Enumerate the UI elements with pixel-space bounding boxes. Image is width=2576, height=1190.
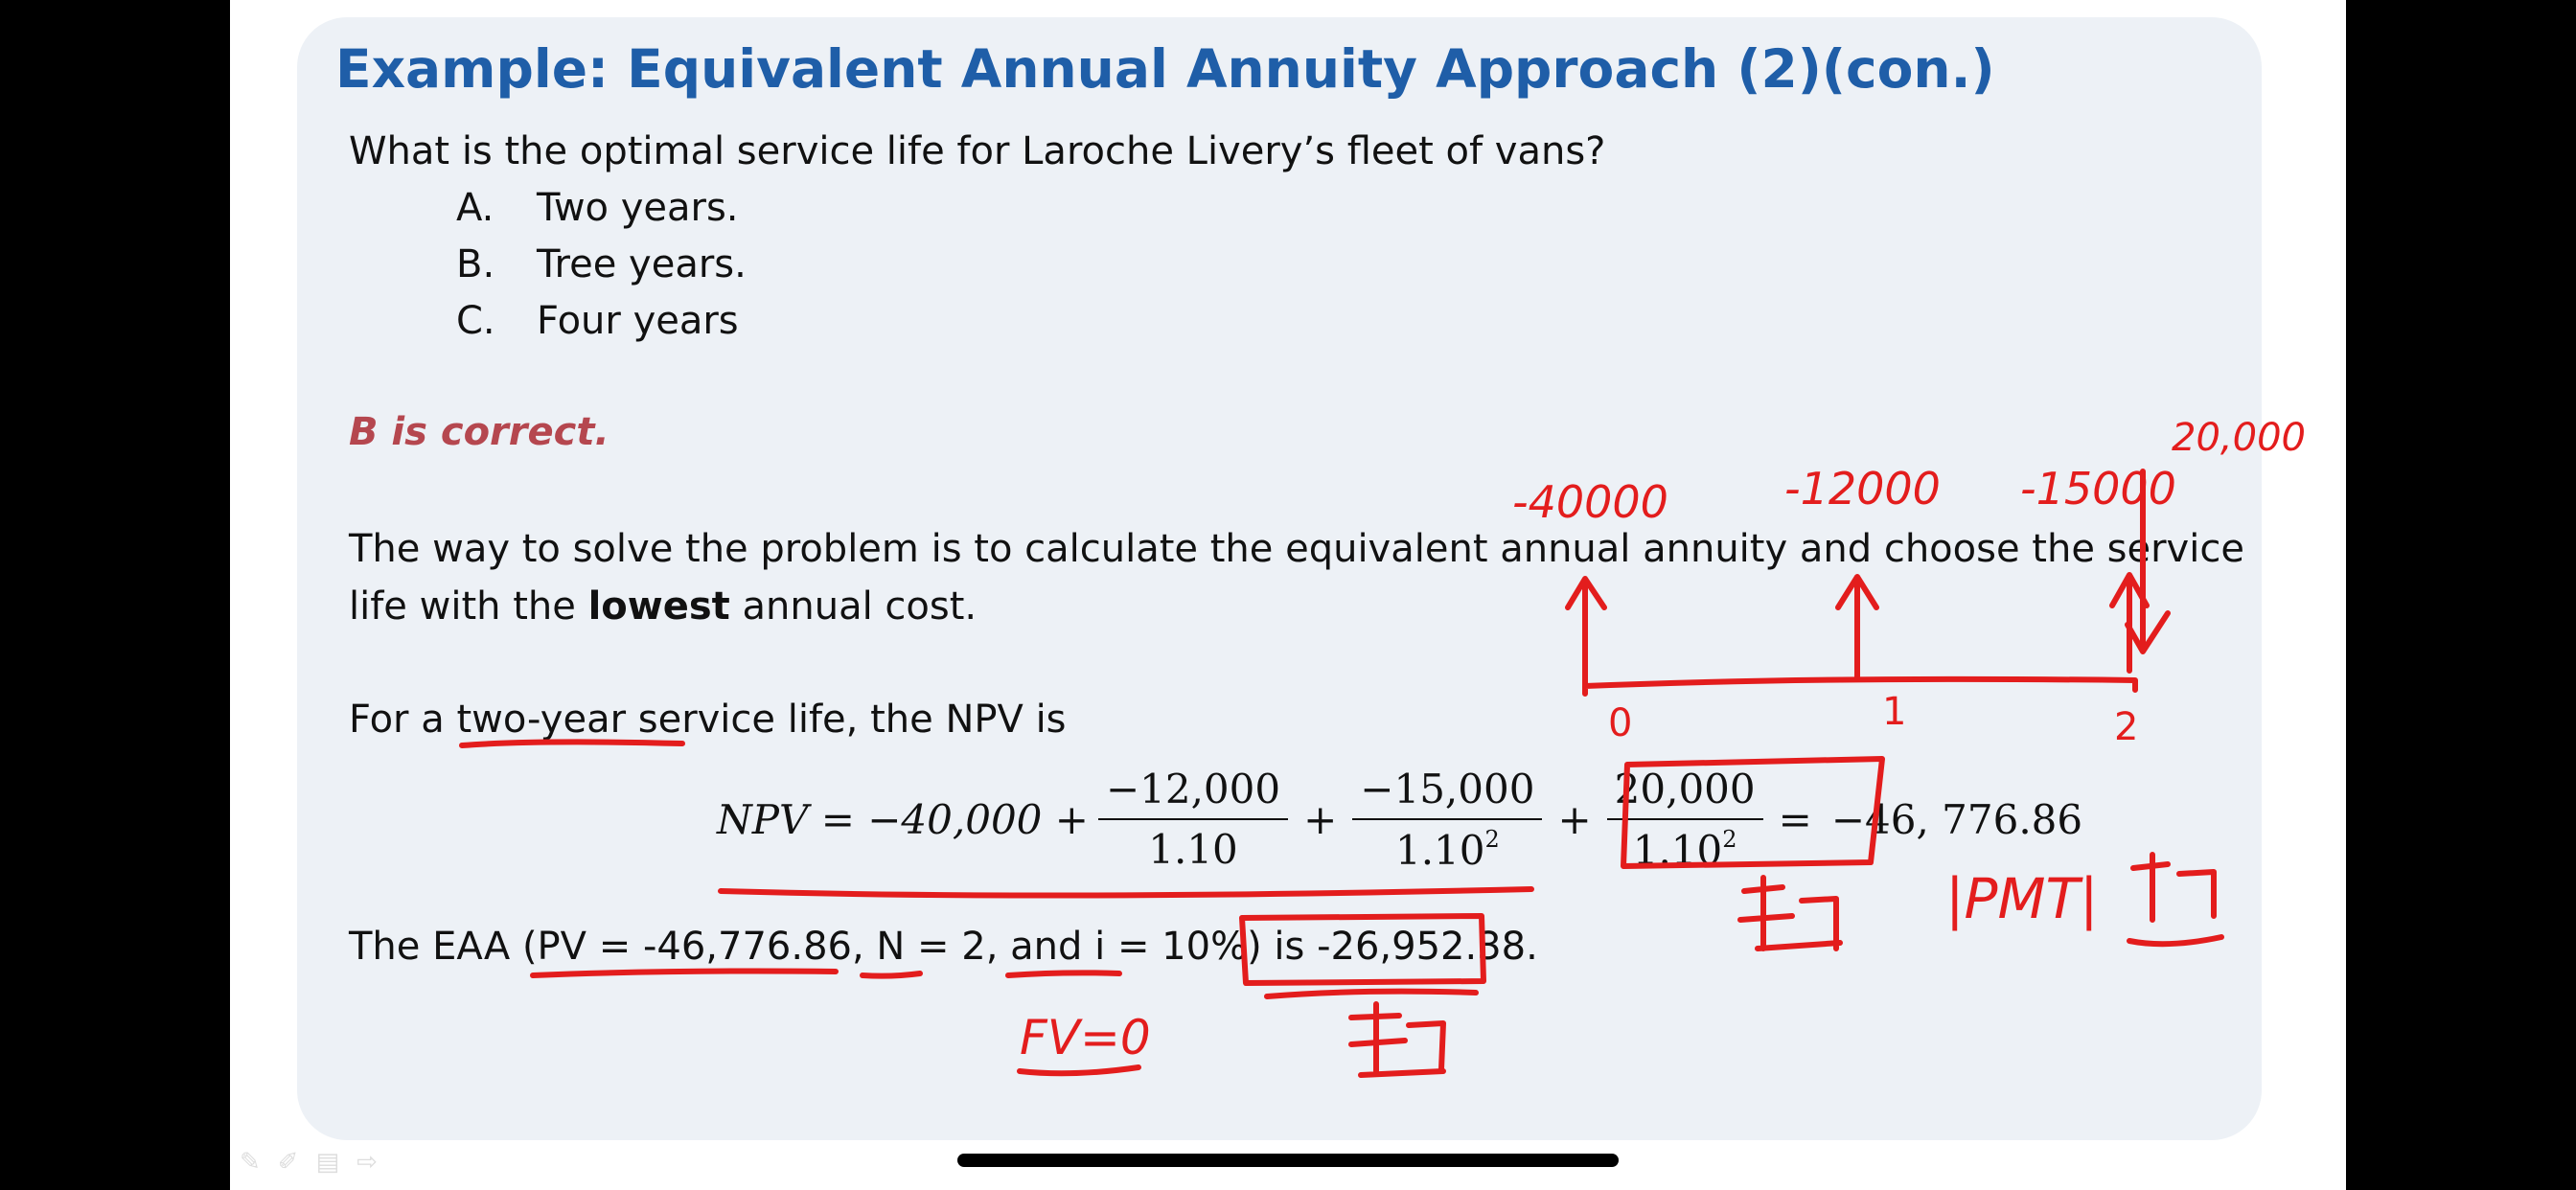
fraction-denominator: 1.102 — [1633, 820, 1737, 874]
npv-result: −46, 776.86 — [1830, 795, 2083, 843]
home-indicator[interactable] — [957, 1154, 1619, 1167]
menu-icon[interactable]: ▤ — [315, 1148, 340, 1177]
option-b: B. Tree years. — [456, 242, 747, 286]
option-text: Two years. — [537, 186, 739, 230]
denominator-base: 1.10 — [1394, 826, 1485, 874]
option-text: Tree years. — [537, 242, 747, 286]
explanation-line-2: life with the lowest annual cost. — [349, 584, 977, 629]
fraction-numerator: 20,000 — [1606, 766, 1763, 820]
pen-icon[interactable]: ✎ — [240, 1148, 261, 1177]
presenter-toolbar: ✎ ✐ ▤ ⇨ — [240, 1148, 378, 1177]
option-text: Four years — [537, 299, 739, 343]
exponent: 2 — [1484, 825, 1500, 853]
slide-title: Example: Equivalent Annual Annuity Appro… — [335, 38, 1995, 100]
fraction-3: 20,000 1.102 — [1606, 766, 1763, 874]
option-letter: B. — [456, 242, 495, 286]
next-arrow-icon[interactable]: ⇨ — [356, 1148, 378, 1177]
option-a: A. Two years. — [456, 186, 739, 230]
exponent: 2 — [1722, 825, 1737, 853]
equals-sign: = — [1778, 795, 1812, 843]
denominator-base: 1.10 — [1632, 826, 1723, 874]
fraction-denominator: 1.102 — [1395, 820, 1500, 874]
plus-sign: + — [1557, 795, 1592, 843]
fraction-numerator: −15,000 — [1352, 766, 1543, 820]
pencil-icon[interactable]: ✐ — [277, 1148, 299, 1177]
emphasis-lowest: lowest — [587, 584, 730, 629]
explanation-text: annual cost. — [729, 584, 978, 629]
equation-lhs: NPV = −40,000 + — [717, 795, 1089, 843]
option-letter: A. — [456, 186, 494, 230]
plus-sign: + — [1303, 795, 1338, 843]
option-c: C. Four years — [456, 299, 739, 343]
fraction-2: −15,000 1.102 — [1352, 766, 1543, 874]
fraction-numerator: −12,000 — [1097, 766, 1289, 820]
fraction-1: −12,000 1.10 — [1097, 766, 1289, 873]
explanation-text: life with the — [349, 584, 588, 629]
eaa-line: The EAA (PV = -46,776.86, N = 2, and i =… — [349, 925, 1538, 969]
answer-text: B is correct. — [349, 410, 610, 454]
question-text: What is the optimal service life for Lar… — [349, 129, 1606, 173]
explanation-line-1: The way to solve the problem is to calcu… — [349, 527, 2244, 571]
npv-equation: NPV = −40,000 + −12,000 1.10 + −15,000 1… — [717, 757, 2082, 881]
option-letter: C. — [456, 299, 495, 343]
fraction-denominator: 1.10 — [1148, 826, 1238, 873]
npv-intro: For a two-year service life, the NPV is — [349, 698, 1067, 742]
